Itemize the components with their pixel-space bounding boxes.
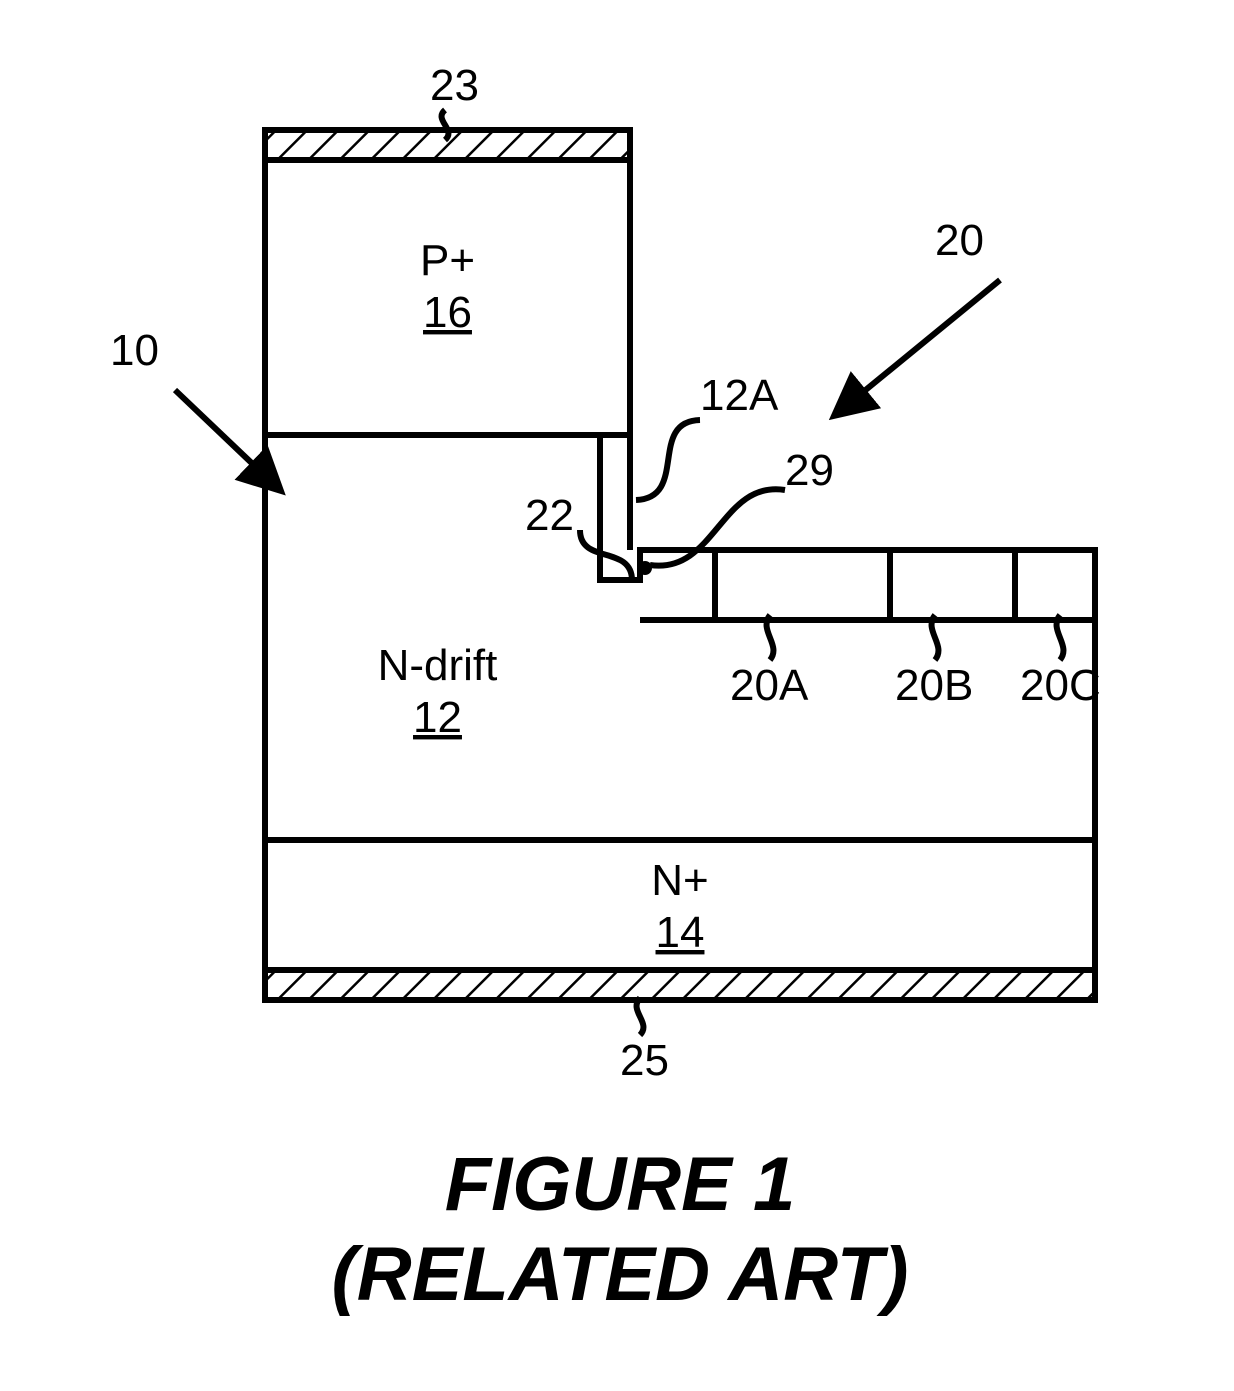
- diagram: P+16 N-drift12 N+14 23 20 10 12A29 22 20A 20B 20C 2…: [110, 61, 1101, 1317]
- label-12A: 12A: [700, 371, 779, 420]
- arrow-20: [835, 280, 1000, 415]
- bottom-electrode: [265, 970, 1095, 1000]
- label-29: 29: [785, 446, 834, 495]
- leader-12A: [636, 420, 700, 500]
- caption-line2: (RELATED ART): [332, 1232, 909, 1317]
- pplus-label: P+: [420, 236, 475, 285]
- ndrift-region: [265, 435, 1095, 840]
- label-20: 20: [935, 216, 984, 265]
- pplus-ref: 16: [423, 288, 472, 337]
- label-20C: 20C: [1020, 661, 1101, 710]
- caption-line1: FIGURE 1: [445, 1142, 796, 1227]
- label-10: 10: [110, 326, 159, 375]
- nplus-ref: 14: [656, 908, 705, 957]
- label-22: 22: [525, 491, 574, 540]
- label-23: 23: [430, 61, 479, 110]
- label-20B: 20B: [895, 661, 973, 710]
- label-25: 25: [620, 1036, 669, 1085]
- ndrift-ref: 12: [413, 693, 462, 742]
- ndrift-label: N-drift: [378, 641, 498, 690]
- nplus-label: N+: [651, 856, 708, 905]
- label-20A: 20A: [730, 661, 809, 710]
- leader-25: [637, 998, 644, 1035]
